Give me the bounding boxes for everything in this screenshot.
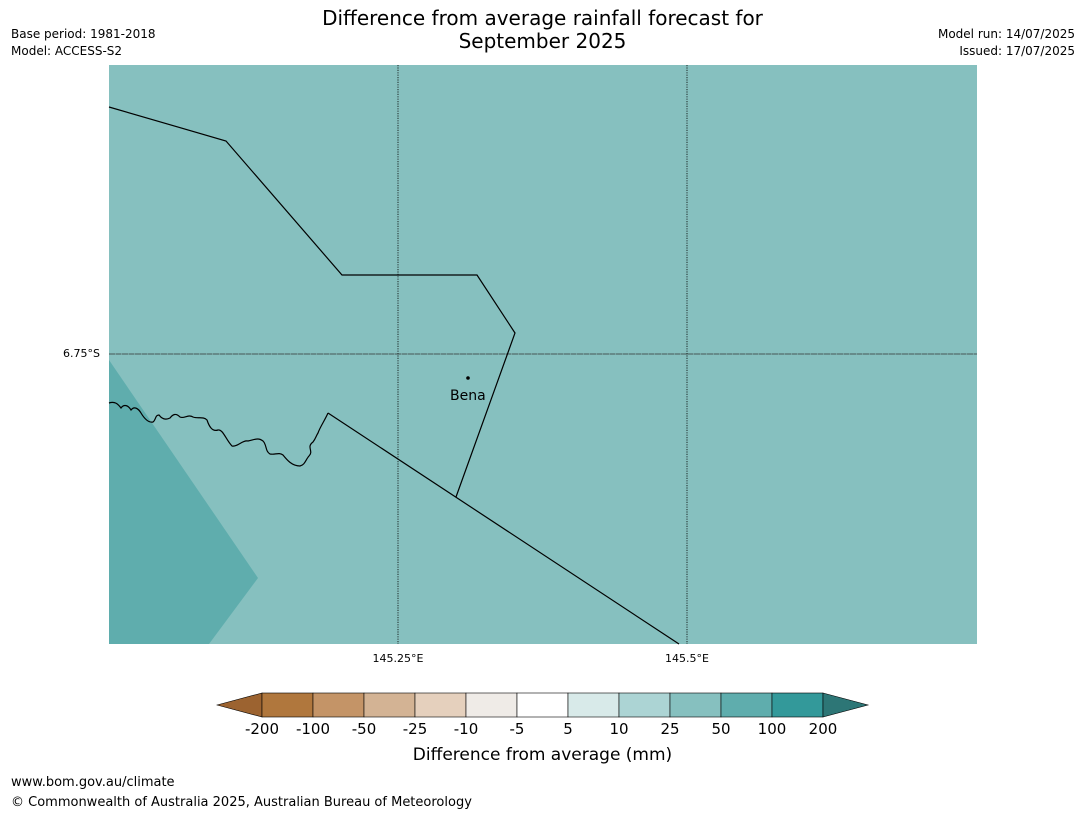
colorbar-segment xyxy=(720,692,773,718)
colorbar-tick-label: -5 xyxy=(509,720,525,738)
colorbar-segment xyxy=(669,692,722,718)
colorbar-tick-label: -100 xyxy=(295,720,331,738)
colorbar-segment xyxy=(618,692,671,718)
base-period-info: Base period: 1981-2018 Model: ACCESS-S2 xyxy=(11,26,156,60)
colorbar-tick-label: -50 xyxy=(351,720,377,738)
issued-date: Issued: 17/07/2025 xyxy=(959,44,1075,58)
colorbar-segment xyxy=(465,692,518,718)
model-name: Model: ACCESS-S2 xyxy=(11,44,123,58)
footer-copyright: © Commonwealth of Australia 2025, Austra… xyxy=(11,795,472,810)
colorbar-segment xyxy=(414,692,467,718)
colorbar-segment xyxy=(261,692,314,718)
map-title: Difference from average rainfall forecas… xyxy=(0,7,1085,53)
colorbar-tick-label: -25 xyxy=(402,720,428,738)
colorbar-extend-low xyxy=(216,692,263,718)
river-line xyxy=(108,401,329,467)
bena-marker xyxy=(466,376,470,380)
colorbar-label: Difference from average (mm) xyxy=(412,745,673,765)
base-period: Base period: 1981-2018 xyxy=(11,27,156,41)
colorbar-segment xyxy=(312,692,365,718)
colorbar-segment xyxy=(363,692,416,718)
colorbar-tick-label: 25 xyxy=(660,720,680,738)
colorbar-tick-label: -10 xyxy=(453,720,479,738)
colorbar-extend-high xyxy=(822,692,870,718)
colorbar-segment xyxy=(567,692,620,718)
colorbar-tick-label: -200 xyxy=(244,720,280,738)
province-boundary-south xyxy=(327,412,680,645)
longitude-label-145-25: 145.25°E xyxy=(372,652,424,665)
colorbar-segment xyxy=(516,692,569,718)
colorbar-tick-label: 50 xyxy=(711,720,731,738)
province-boundary-north xyxy=(108,106,516,498)
colorbar-tick-label: 10 xyxy=(609,720,629,738)
longitude-label-145-5: 145.5°E xyxy=(665,652,709,665)
title-line-2: September 2025 xyxy=(458,29,627,53)
title-line-1: Difference from average rainfall forecas… xyxy=(322,6,763,30)
colorbar-tick-label: 100 xyxy=(757,720,787,738)
colorbar xyxy=(216,692,870,718)
map-background xyxy=(109,65,977,644)
bena-label: Bena xyxy=(450,388,486,404)
colorbar-tick-label: 5 xyxy=(563,720,573,738)
model-run: Model run: 14/07/2025 xyxy=(937,27,1075,41)
colorbar-segment xyxy=(771,692,824,718)
footer-url: www.bom.gov.au/climate xyxy=(11,775,175,790)
model-run-info: Model run: 14/07/2025 Issued: 17/07/2025 xyxy=(938,26,1075,60)
wetter-region xyxy=(109,360,258,644)
latitude-label: 6.75°S xyxy=(63,347,100,360)
colorbar-tick-label: 200 xyxy=(808,720,838,738)
